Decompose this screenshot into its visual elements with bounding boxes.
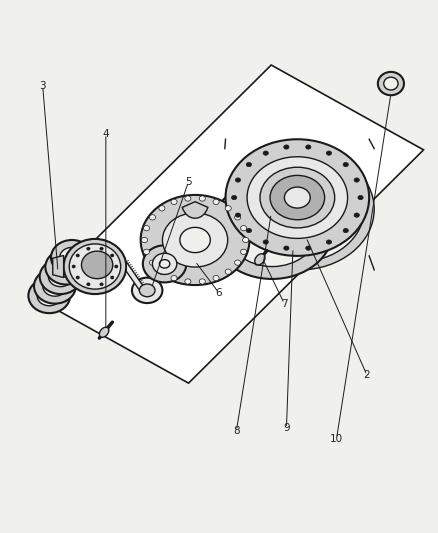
Ellipse shape	[260, 167, 335, 228]
Polygon shape	[126, 262, 143, 295]
Ellipse shape	[284, 145, 289, 149]
Ellipse shape	[235, 213, 240, 217]
Ellipse shape	[99, 327, 109, 337]
Ellipse shape	[247, 157, 348, 238]
Text: 7: 7	[281, 298, 288, 309]
Ellipse shape	[240, 249, 247, 254]
Ellipse shape	[246, 163, 251, 167]
Ellipse shape	[114, 265, 118, 268]
Ellipse shape	[144, 249, 149, 254]
Ellipse shape	[263, 240, 268, 244]
Ellipse shape	[226, 192, 318, 266]
Ellipse shape	[162, 213, 228, 267]
Text: 9: 9	[283, 423, 290, 433]
Ellipse shape	[110, 254, 114, 257]
Text: 6: 6	[215, 288, 223, 298]
Ellipse shape	[171, 199, 177, 205]
Ellipse shape	[54, 257, 78, 277]
Ellipse shape	[76, 254, 79, 257]
Polygon shape	[53, 255, 64, 278]
Ellipse shape	[354, 178, 359, 182]
Text: 5: 5	[185, 176, 192, 187]
Ellipse shape	[132, 278, 162, 303]
Ellipse shape	[235, 215, 240, 220]
Ellipse shape	[40, 259, 81, 294]
Ellipse shape	[87, 247, 90, 251]
Ellipse shape	[384, 77, 398, 90]
Text: 2: 2	[364, 370, 370, 380]
Polygon shape	[36, 65, 424, 383]
Ellipse shape	[141, 195, 250, 285]
Ellipse shape	[232, 196, 237, 200]
Ellipse shape	[159, 269, 165, 274]
Ellipse shape	[199, 279, 205, 284]
Ellipse shape	[28, 278, 70, 313]
Ellipse shape	[243, 237, 249, 243]
Ellipse shape	[149, 260, 155, 265]
Ellipse shape	[110, 276, 114, 279]
Ellipse shape	[235, 260, 240, 265]
Ellipse shape	[34, 269, 76, 304]
Ellipse shape	[141, 237, 148, 243]
Ellipse shape	[69, 244, 120, 289]
Ellipse shape	[213, 199, 219, 205]
Ellipse shape	[306, 145, 311, 149]
Ellipse shape	[100, 247, 103, 251]
Ellipse shape	[81, 251, 113, 279]
Ellipse shape	[358, 196, 363, 200]
Ellipse shape	[213, 276, 219, 281]
Ellipse shape	[171, 276, 177, 281]
Ellipse shape	[149, 215, 155, 220]
Ellipse shape	[225, 206, 231, 211]
Ellipse shape	[255, 254, 265, 265]
Ellipse shape	[159, 206, 165, 211]
Ellipse shape	[263, 151, 268, 155]
Ellipse shape	[246, 229, 251, 233]
Text: 4: 4	[102, 129, 109, 139]
Ellipse shape	[64, 239, 126, 294]
Ellipse shape	[306, 246, 311, 250]
Ellipse shape	[225, 269, 231, 274]
Ellipse shape	[87, 282, 90, 286]
Ellipse shape	[211, 180, 333, 279]
Ellipse shape	[76, 276, 79, 279]
Ellipse shape	[326, 151, 332, 155]
Ellipse shape	[48, 266, 73, 287]
Ellipse shape	[180, 228, 210, 253]
Ellipse shape	[343, 229, 348, 233]
Ellipse shape	[139, 284, 155, 297]
Text: 3: 3	[39, 81, 46, 91]
Ellipse shape	[226, 139, 369, 256]
Ellipse shape	[343, 163, 348, 167]
Text: 10: 10	[330, 434, 343, 444]
Ellipse shape	[143, 245, 186, 282]
Wedge shape	[182, 201, 208, 218]
Ellipse shape	[240, 225, 247, 231]
Ellipse shape	[100, 282, 103, 286]
Ellipse shape	[144, 225, 149, 231]
Ellipse shape	[235, 178, 240, 182]
Ellipse shape	[270, 175, 325, 220]
Ellipse shape	[46, 249, 87, 285]
Ellipse shape	[225, 149, 374, 270]
Ellipse shape	[185, 279, 191, 284]
Ellipse shape	[326, 240, 332, 244]
Ellipse shape	[378, 72, 404, 95]
Ellipse shape	[43, 276, 67, 296]
Text: 8: 8	[233, 426, 240, 436]
Ellipse shape	[284, 187, 310, 208]
Ellipse shape	[185, 196, 191, 201]
Ellipse shape	[152, 253, 177, 274]
Ellipse shape	[354, 213, 359, 217]
Ellipse shape	[60, 247, 84, 268]
Ellipse shape	[159, 260, 170, 268]
Ellipse shape	[37, 286, 61, 306]
Ellipse shape	[235, 157, 364, 262]
Ellipse shape	[51, 240, 93, 275]
Ellipse shape	[72, 265, 75, 268]
Ellipse shape	[199, 196, 205, 201]
Ellipse shape	[284, 246, 289, 250]
